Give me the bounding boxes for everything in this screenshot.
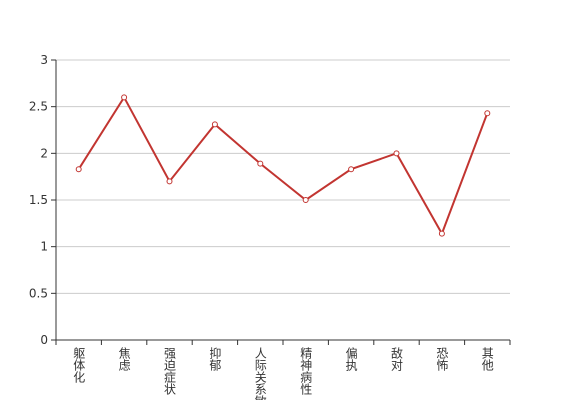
x-tick-label: 抑郁: [208, 346, 222, 372]
line: [77, 95, 489, 236]
x-tick-label: 其他: [480, 347, 494, 371]
x-tick-label: 躯体化: [72, 346, 86, 384]
point: [484, 110, 491, 117]
point: [438, 230, 445, 237]
x-tick-label: 敌对: [390, 346, 404, 371]
y-tick-label: 1.5: [29, 193, 48, 207]
x-tick-label: 恐怖: [435, 347, 449, 371]
point: [348, 166, 355, 173]
point: [211, 121, 218, 128]
point: [121, 94, 128, 101]
x-tick-label: 人际关系敏感: [253, 347, 267, 400]
point: [257, 160, 264, 167]
y-tick-label: 0.5: [29, 286, 48, 300]
y-tick-label: 0: [40, 333, 48, 347]
point: [166, 178, 173, 185]
x-tick-label: 焦虑: [117, 347, 131, 371]
y-tick-label: 1: [40, 240, 48, 254]
x-tick-label: 精神病性: [299, 347, 313, 396]
y-tick-label: 3: [40, 53, 48, 67]
point: [393, 150, 400, 157]
y-tick-label: 2: [40, 146, 48, 160]
y-tick-label: 2.5: [29, 100, 48, 114]
point: [302, 197, 309, 203]
x-tick-label: 强迫症状: [163, 347, 177, 395]
point: [75, 166, 82, 173]
x-tick-label: 偏执: [344, 346, 358, 372]
